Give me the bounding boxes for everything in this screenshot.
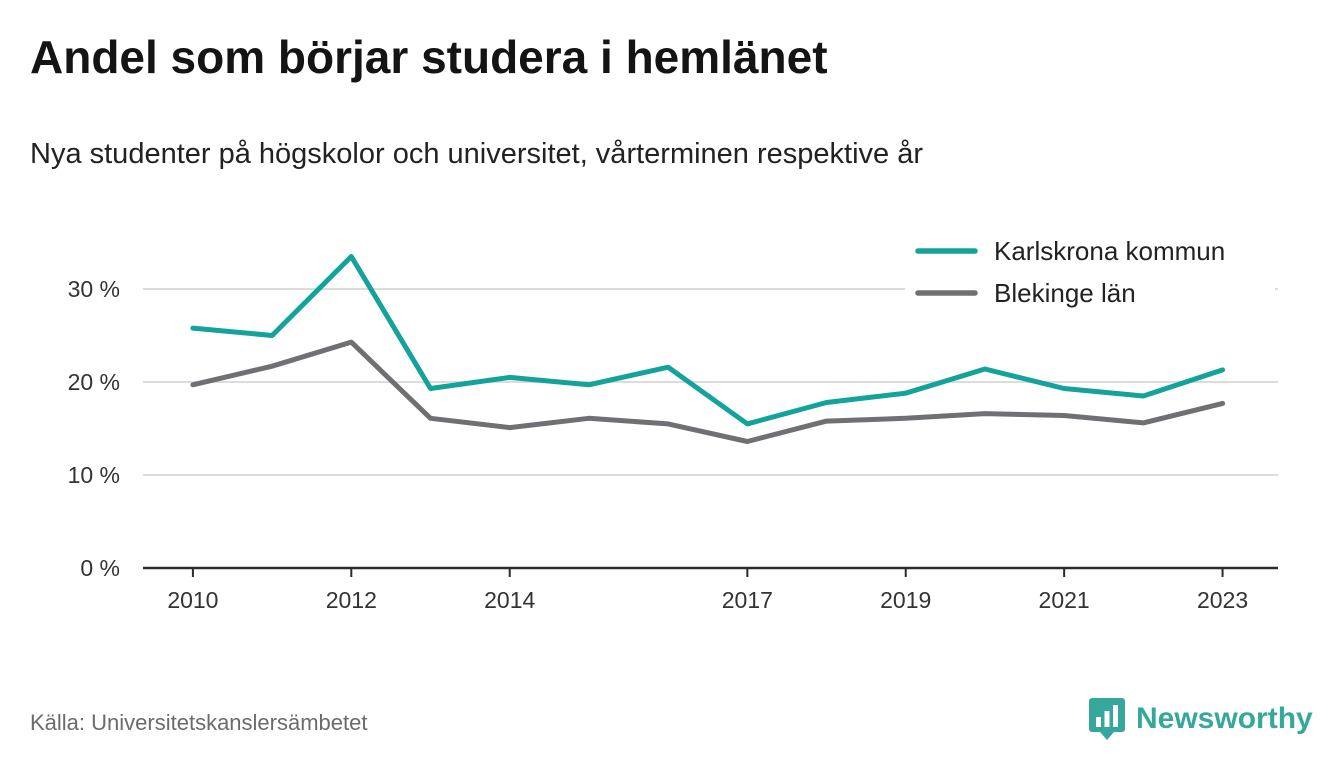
y-tick-label: 30 % [68,276,120,302]
x-tick-label: 2010 [167,587,218,613]
legend-label: Karlskrona kommun [994,236,1225,266]
series-line-karlskrona [190,254,1226,427]
chart-title: Andel som börjar studera i hemlänet [30,31,828,83]
x-tick-label: 2019 [880,587,931,613]
legend: Karlskrona kommun Blekinge län [905,228,1275,312]
y-tick-label: 10 % [68,462,120,488]
legend-background [905,228,1275,312]
y-tick-label: 20 % [68,369,120,395]
x-tick-label: 2017 [722,587,773,613]
x-tick-label: 2014 [484,587,535,613]
x-tick-label: 2023 [1197,587,1248,613]
axis-layer: 0 % 10 % 20 % 30 % 2010 2012 2014 2017 2019 2021 2… [68,276,1278,613]
series-line-blekinge [190,339,1226,444]
source-note: Källa: Universitetskanslersämbetet [30,710,368,735]
chart-subtitle: Nya studenter på högskolor och universit… [30,138,923,170]
brand-logo: Newsworthy [1088,697,1313,741]
grid-layer [143,288,1278,477]
series-layer [190,254,1226,444]
legend-label: Blekinge län [994,278,1136,308]
newsworthy-logo-icon [1089,698,1125,740]
brand-name: Newsworthy [1136,702,1313,735]
x-tick-label: 2012 [326,587,377,613]
x-tick-label: 2021 [1039,587,1090,613]
y-tick-label: 0 % [80,555,120,581]
